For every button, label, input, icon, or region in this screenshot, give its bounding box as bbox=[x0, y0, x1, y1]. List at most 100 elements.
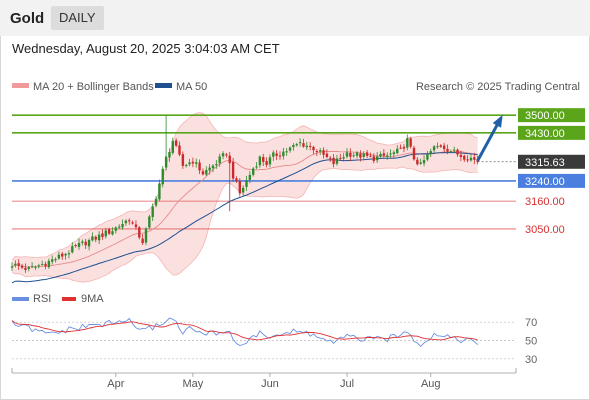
candle-body bbox=[101, 233, 104, 237]
candle-body bbox=[402, 146, 406, 149]
candle-body bbox=[228, 155, 231, 164]
candle-body bbox=[121, 223, 124, 228]
candle-body bbox=[392, 152, 396, 155]
ma20-line bbox=[11, 150, 478, 268]
ma9-legend-label: 9MA bbox=[81, 293, 104, 305]
candle-body bbox=[339, 157, 342, 159]
candle-body bbox=[14, 263, 17, 266]
candle-body bbox=[84, 241, 87, 246]
candle-body bbox=[442, 145, 446, 150]
candle-body bbox=[278, 155, 282, 157]
candle-body bbox=[235, 178, 238, 182]
candle-body bbox=[17, 263, 20, 266]
candle-body bbox=[191, 161, 195, 164]
candle-body bbox=[409, 138, 412, 147]
candle-body bbox=[349, 152, 352, 157]
candle-body bbox=[215, 163, 218, 166]
candle-body bbox=[419, 162, 422, 164]
candle-body bbox=[245, 180, 248, 187]
x-tick-label-Apr: Apr bbox=[107, 378, 124, 390]
candle-body bbox=[241, 187, 245, 193]
current-price-label: 3315.63 bbox=[525, 157, 565, 169]
bollinger-legend-label: MA 20 + Bollinger Bands bbox=[33, 81, 154, 93]
candle-body bbox=[456, 149, 459, 155]
candle-body bbox=[312, 146, 315, 151]
level-label-3240.00: 3240.00 bbox=[525, 176, 565, 188]
candle-body bbox=[412, 147, 416, 160]
candle-body bbox=[27, 267, 30, 270]
x-tick-label-Aug: Aug bbox=[421, 378, 441, 390]
candle-body bbox=[473, 157, 476, 160]
candle-body bbox=[87, 239, 91, 247]
candle-body bbox=[436, 146, 439, 148]
candle-body bbox=[114, 227, 118, 231]
candle-body bbox=[181, 154, 185, 166]
candle-body bbox=[64, 253, 67, 256]
rsi-ma9-line bbox=[11, 320, 478, 341]
candle-body bbox=[372, 156, 375, 161]
candle-body bbox=[379, 153, 382, 157]
candle-body bbox=[208, 167, 211, 171]
rsi-tick-30: 30 bbox=[525, 354, 537, 366]
rsi-line bbox=[11, 317, 479, 348]
candle-body bbox=[178, 145, 181, 155]
candle-body bbox=[238, 181, 241, 194]
candle-body bbox=[422, 160, 426, 164]
candle-body bbox=[382, 153, 386, 156]
level-tag-3430.00 bbox=[518, 125, 585, 140]
candle-body bbox=[399, 147, 402, 149]
candle-body bbox=[365, 152, 369, 156]
candle-body bbox=[104, 230, 107, 237]
candle-body bbox=[416, 159, 419, 165]
level-label-3160.00: 3160.00 bbox=[525, 196, 565, 208]
candle-body bbox=[205, 170, 208, 175]
candle-body bbox=[315, 151, 319, 153]
rsi-legend-swatch bbox=[12, 297, 29, 301]
candle-body bbox=[305, 145, 308, 148]
candle-body bbox=[141, 238, 144, 244]
level-label-3500.00: 3500.00 bbox=[525, 110, 565, 122]
candle-body bbox=[285, 151, 288, 153]
candle-body bbox=[118, 226, 121, 228]
candle-body bbox=[332, 157, 335, 165]
candle-body bbox=[54, 259, 57, 261]
candle-body bbox=[151, 206, 154, 217]
candle-body bbox=[325, 153, 329, 158]
ma50-legend-swatch bbox=[155, 83, 172, 88]
candle-body bbox=[71, 246, 74, 253]
candle-body bbox=[426, 154, 429, 160]
candle-body bbox=[268, 157, 272, 165]
ma50-legend-label: MA 50 bbox=[176, 81, 207, 93]
period-badge[interactable]: DAILY bbox=[51, 6, 104, 30]
candle-body bbox=[272, 152, 275, 157]
candle-body bbox=[345, 152, 349, 157]
candle-body bbox=[158, 183, 161, 200]
candle-body bbox=[161, 168, 164, 185]
candle-body bbox=[252, 168, 255, 175]
candle-body bbox=[30, 266, 34, 268]
candle-body bbox=[389, 153, 392, 155]
candle-body bbox=[262, 157, 265, 162]
candle-body bbox=[288, 147, 292, 151]
candle-body bbox=[396, 148, 399, 154]
forecast-arrow-head bbox=[492, 115, 503, 128]
candle-body bbox=[211, 165, 215, 169]
candle-body bbox=[302, 143, 305, 147]
candle-body bbox=[375, 156, 379, 161]
header-bar: Gold DAILY bbox=[0, 0, 590, 36]
candle-body bbox=[439, 145, 442, 147]
candle-body bbox=[406, 138, 409, 148]
bollinger-upper-line bbox=[11, 112, 478, 261]
level-tag-3240.00 bbox=[518, 173, 585, 188]
candle-body bbox=[148, 216, 151, 228]
candle-body bbox=[20, 265, 24, 268]
candle-body bbox=[51, 259, 54, 262]
candle-body bbox=[91, 236, 94, 241]
candle-body bbox=[61, 253, 64, 257]
candle-body bbox=[24, 267, 27, 270]
candle-body bbox=[432, 146, 436, 151]
candle-body bbox=[469, 157, 473, 161]
candle-body bbox=[322, 150, 325, 155]
candle-body bbox=[308, 145, 312, 147]
candle-body bbox=[218, 156, 221, 164]
